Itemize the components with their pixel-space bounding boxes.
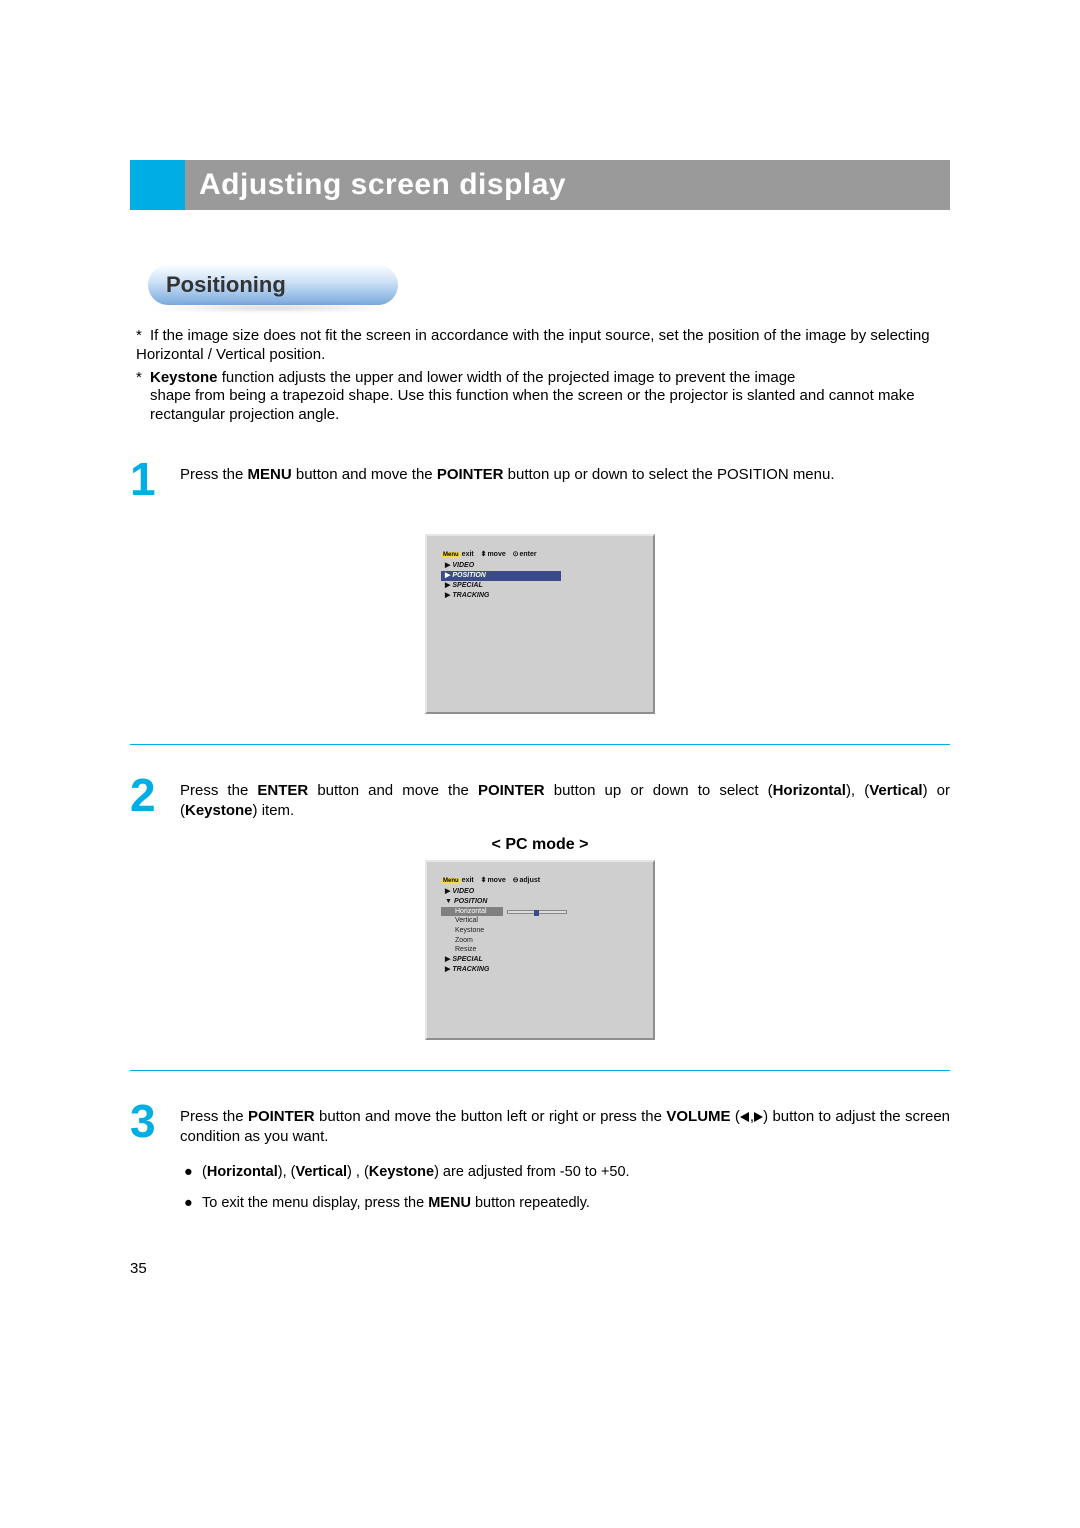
osd2-slider [507,910,567,914]
arrow-left-icon [740,1112,749,1122]
title-accent-block [130,160,185,210]
osd2-slider-thumb [534,910,539,916]
osd2-mode-label: < PC mode > [492,836,589,854]
intro-line-1: *If the image size does not fit the scre… [136,327,950,365]
osd2-item-tracking: ▶TRACKING [441,965,631,975]
title-row: Adjusting screen display [130,160,950,210]
osd2-sub-keystone: Keystone [441,926,631,936]
separator-2 [130,1070,950,1071]
osd2-item-video: ▶VIDEO [441,887,631,897]
osd-2: Menuexit ⬍move ⊖adjust ▶VIDEO ▼POSITION … [425,860,655,1040]
bullet-2: ●To exit the menu display, press the MEN… [184,1192,950,1215]
step-3-text: Press the POINTER button and move the bu… [180,1101,950,1148]
osd-screenshot-2: < PC mode > Menuexit ⬍move ⊖adjust ▶VIDE… [130,836,950,1040]
osd2-sub-zoom: Zoom [441,936,631,946]
separator-1 [130,744,950,745]
osd2-sub-vertical: Vertical [441,916,631,926]
osd1-item-position: ▶POSITION [441,571,561,581]
osd2-sub-horizontal: Horizontal [441,907,503,917]
osd2-topbar: Menuexit ⬍move ⊖adjust [441,876,631,884]
step-3-bullets: ●(Horizontal), (Vertical) , (Keystone) a… [184,1161,950,1215]
bullet-1: ●(Horizontal), (Vertical) , (Keystone) a… [184,1161,950,1184]
step-1: 1 Press the MENU button and move the POI… [130,459,950,714]
subtitle-label: Positioning [148,265,398,305]
step-2-number: 2 [130,775,166,816]
intro-block: *If the image size does not fit the scre… [130,327,950,425]
osd1-item-special: ▶SPECIAL [441,581,561,591]
osd2-sub-resize: Resize [441,945,631,955]
step-1-number: 1 [130,459,166,500]
step-3: 3 Press the POINTER button and move the … [130,1101,950,1216]
arrow-right-icon [754,1112,763,1122]
intro-line-2: *Keystone function adjusts the upper and… [136,369,950,425]
subtitle-shadow [148,305,398,311]
osd-1: Menuexit ⬍move ⊙enter ▶VIDEO ▶POSITION ▶… [425,534,655,714]
page-title: Adjusting screen display [185,160,950,210]
step-2-text: Press the ENTER button and move the POIN… [180,775,950,822]
osd2-item-position: ▼POSITION [441,897,631,907]
step-1-text: Press the MENU button and move the POINT… [180,459,950,485]
osd1-item-tracking: ▶TRACKING [441,591,561,601]
osd1-topbar: Menuexit ⬍move ⊙enter [441,550,561,558]
page-number: 35 [130,1260,147,1277]
osd2-item-special: ▶SPECIAL [441,955,631,965]
osd-screenshot-1: Menuexit ⬍move ⊙enter ▶VIDEO ▶POSITION ▶… [130,534,950,714]
section-subtitle: Positioning [148,265,398,305]
osd1-item-video: ▶VIDEO [441,561,561,571]
step-2: 2 Press the ENTER button and move the PO… [130,775,950,1040]
step-3-number: 3 [130,1101,166,1142]
